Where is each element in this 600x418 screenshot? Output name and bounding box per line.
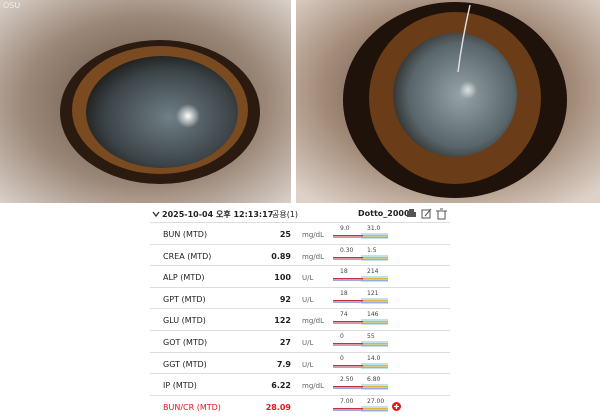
toolbar <box>407 208 447 220</box>
range-graphic <box>333 340 388 347</box>
range-bar <box>333 384 389 393</box>
print-icon[interactable] <box>407 209 416 217</box>
result-row: GPT (MTD) 92 U/L 18 121 <box>150 286 450 309</box>
range-bar <box>333 340 389 350</box>
range-graphic <box>333 297 388 304</box>
unit: mg/dL <box>302 382 324 391</box>
range-low: 18 <box>340 268 348 276</box>
range-low: 9.0 <box>340 225 350 232</box>
range-high: 146 <box>367 311 379 319</box>
result-row: IP (MTD) 6.22 mg/dL 2.50 6.80 <box>150 373 450 395</box>
test-name: IP (MTD) <box>163 381 197 391</box>
test-name: GOT (MTD) <box>163 337 208 347</box>
test-value: 0.89 <box>271 251 291 261</box>
range-graphic <box>333 384 388 391</box>
range-low: 0 <box>340 332 344 340</box>
delete-icon[interactable] <box>436 208 447 220</box>
test-name: GGT (MTD) <box>163 359 207 369</box>
right-pupil <box>393 33 517 157</box>
test-name: ALP (MTD) <box>163 273 205 283</box>
photo-label: OSU <box>3 1 21 10</box>
range-graphic <box>333 276 388 283</box>
range-bar <box>333 254 389 264</box>
test-value: 27 <box>279 337 291 347</box>
range-graphic <box>333 233 388 239</box>
range-bar <box>333 405 389 415</box>
range-high: 27.00 <box>367 397 385 405</box>
device: Dotto_2000 <box>358 209 410 218</box>
range-high: 214 <box>367 268 379 276</box>
test-name: GPT (MTD) <box>163 294 206 304</box>
range-bar <box>333 276 389 285</box>
test-value: 92 <box>279 294 291 304</box>
range-graphic <box>333 254 388 261</box>
range-low: 18 <box>340 289 348 297</box>
left-reflection <box>176 104 200 128</box>
left-pupil <box>86 56 238 168</box>
unit: U/L <box>302 295 314 304</box>
edit-icon[interactable] <box>421 208 432 219</box>
range-graphic <box>333 362 388 369</box>
unit: U/L <box>302 360 314 369</box>
group: 공용(1) <box>272 210 299 219</box>
unit: mg/dL <box>302 252 324 261</box>
result-row: GLU (MTD) 122 mg/dL 74 146 <box>150 308 450 330</box>
result-row: ALP (MTD) 100 U/L 18 214 <box>150 265 450 287</box>
right-reflection <box>459 81 477 99</box>
unit: mg/dL <box>302 231 324 239</box>
range-high: 6.80 <box>367 376 381 384</box>
result-row: GGT (MTD) 7.9 U/L 0 14.0 <box>150 351 450 374</box>
range-low: 74 <box>340 311 348 319</box>
range-bar <box>333 233 389 242</box>
header: 2025-10-04 오후 12:13:17 공용(1) Dotto_2000 <box>150 207 450 222</box>
unit: U/L <box>302 338 314 347</box>
hair <box>457 4 471 73</box>
test-name: CREA (MTD) <box>163 251 212 261</box>
range-high: 1.5 <box>367 246 377 254</box>
result-row: BUN (MTD) 25 mg/dL 9.0 31.0 <box>150 222 450 244</box>
test-value: 6.22 <box>271 381 291 391</box>
range-low: 0.30 <box>340 246 354 254</box>
range-bar <box>333 362 389 372</box>
unit: U/L <box>302 274 314 283</box>
unit: mg/dL <box>302 317 324 326</box>
test-value: 25 <box>279 230 291 239</box>
test-value: 7.9 <box>276 359 291 369</box>
result-row: GOT (MTD) 27 U/L 0 55 <box>150 329 450 352</box>
eye-photos <box>0 0 600 203</box>
range-low: 7.00 <box>340 397 354 405</box>
collapse-icon[interactable] <box>152 210 160 218</box>
test-value: 122 <box>274 316 291 326</box>
range-low: 0 <box>340 354 344 362</box>
range-bar <box>333 297 389 307</box>
range-high: 121 <box>367 289 379 297</box>
range-bar <box>333 319 389 328</box>
date: 2025-10-04 오후 12:13:17 <box>162 210 274 219</box>
test-value: 28.09 <box>265 402 291 412</box>
test-name: BUN/CR (MTD) <box>163 402 221 412</box>
test-value: 100 <box>274 273 291 283</box>
test-name: BUN (MTD) <box>163 230 208 239</box>
range-high: 14.0 <box>367 354 381 362</box>
range-high: 31.0 <box>367 225 381 232</box>
results-table: 2025-10-04 오후 12:13:17 공용(1) Dotto_2000 … <box>150 207 450 416</box>
range-high: 55 <box>367 332 375 340</box>
result-row: CREA (MTD) 0.89 mg/dL 0.30 1.5 <box>150 243 450 266</box>
flag-icon <box>392 401 401 413</box>
result-row: BUN/CR (MTD) 28.09 7.00 27.00 <box>150 394 450 417</box>
test-name: GLU (MTD) <box>163 316 206 326</box>
range-low: 2.50 <box>340 376 354 384</box>
range-graphic <box>333 319 388 326</box>
range-graphic <box>333 405 388 412</box>
